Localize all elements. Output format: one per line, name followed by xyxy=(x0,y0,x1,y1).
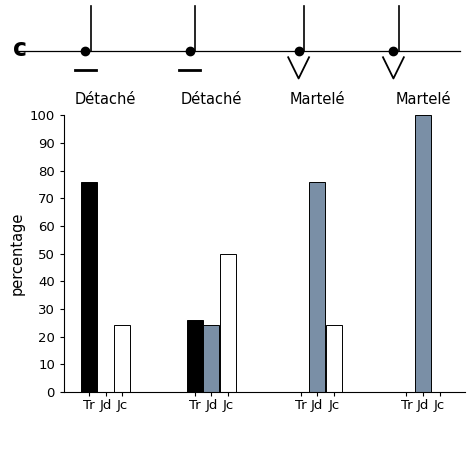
Text: Martelé: Martelé xyxy=(395,92,451,107)
Y-axis label: percentage: percentage xyxy=(9,212,24,295)
Bar xyxy=(326,325,342,392)
Text: Détaché: Détaché xyxy=(75,92,136,107)
Bar xyxy=(309,182,325,392)
Bar xyxy=(114,325,130,392)
Bar xyxy=(220,254,236,392)
Bar xyxy=(203,325,219,392)
Text: Martelé: Martelé xyxy=(290,92,345,107)
Bar xyxy=(81,182,97,392)
Bar xyxy=(415,115,431,392)
Bar xyxy=(187,320,202,392)
Text: Détaché: Détaché xyxy=(181,92,242,107)
Text: $\mathbf{c}$: $\mathbf{c}$ xyxy=(12,37,26,61)
